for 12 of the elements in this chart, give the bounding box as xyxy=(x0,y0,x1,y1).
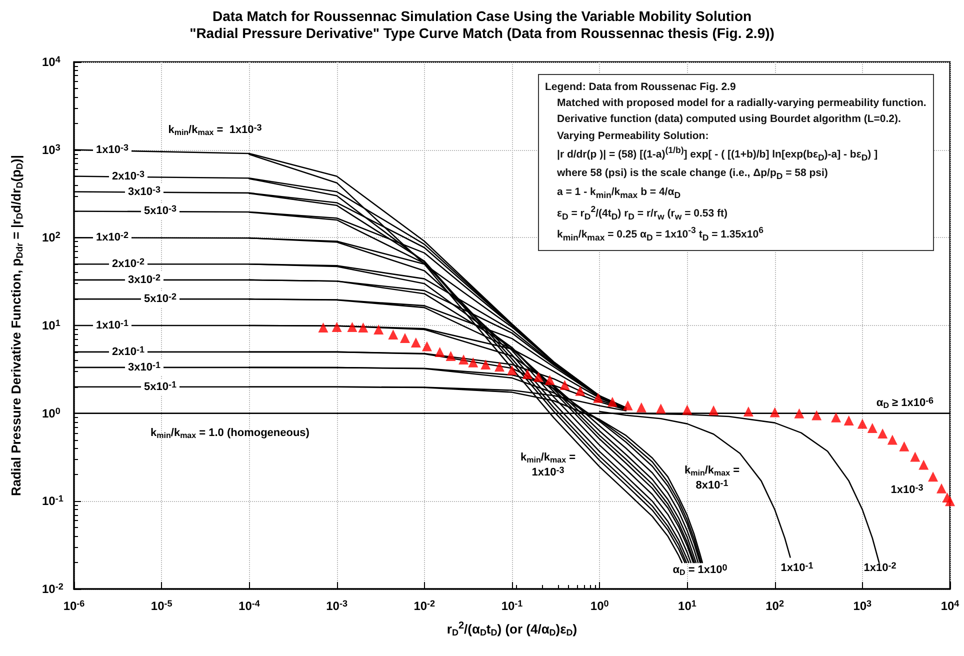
chart-subtitle: "Radial Pressure Derivative" Type Curve Match (Data from Roussennac thesis (Fig. 2.9)) xyxy=(190,25,774,41)
text: ε$_{D}$ = r$_{D}$$^{2}$/(4t$_{D}$) r$_{D}$ = r/r$_{w}$ (r$_{w}$ = 0.53 ft) xyxy=(557,204,728,222)
annotation: where 58 (psi) is the scale change (i.e., Δp/p$_{D}$ = 58 psi) xyxy=(556,166,829,183)
annotation: a = 1 - k$_{min}$/k$_{max}$ b = 4/α$_{D}$ xyxy=(556,185,682,202)
annotation: Derivative function (data) computed using Bourdet algorithm (L=0.2). xyxy=(556,112,902,127)
text: Radial Pressure Derivative Function, pDdr = |rDd/drD(pD)| xyxy=(8,155,24,496)
annotation: |r d/dr(p )| = (58) [(1-a)$^{(1/b)}$] exp[ - ( [(1+b)/b] ln[exp(bε$_{D}$)-a] - bε$_{D}$) ] xyxy=(556,144,879,164)
annotation: Legend: Data from Roussenac Fig. 2.9 xyxy=(545,80,737,94)
annotation: Varying Permeability Solution: xyxy=(556,128,710,143)
annotation: Matched with proposed model for a radially-varying permeability function. xyxy=(556,96,927,110)
text: k$_{min}$/k$_{max}$ = 0.25 α$_{D}$ = 1x10$^{-3}$ t$_{D}$ = 1.35x10$^{6}$ xyxy=(557,225,764,243)
chart-title: Data Match for Roussennac Simulation Case Using the Variable Mobility Solution xyxy=(212,8,752,24)
